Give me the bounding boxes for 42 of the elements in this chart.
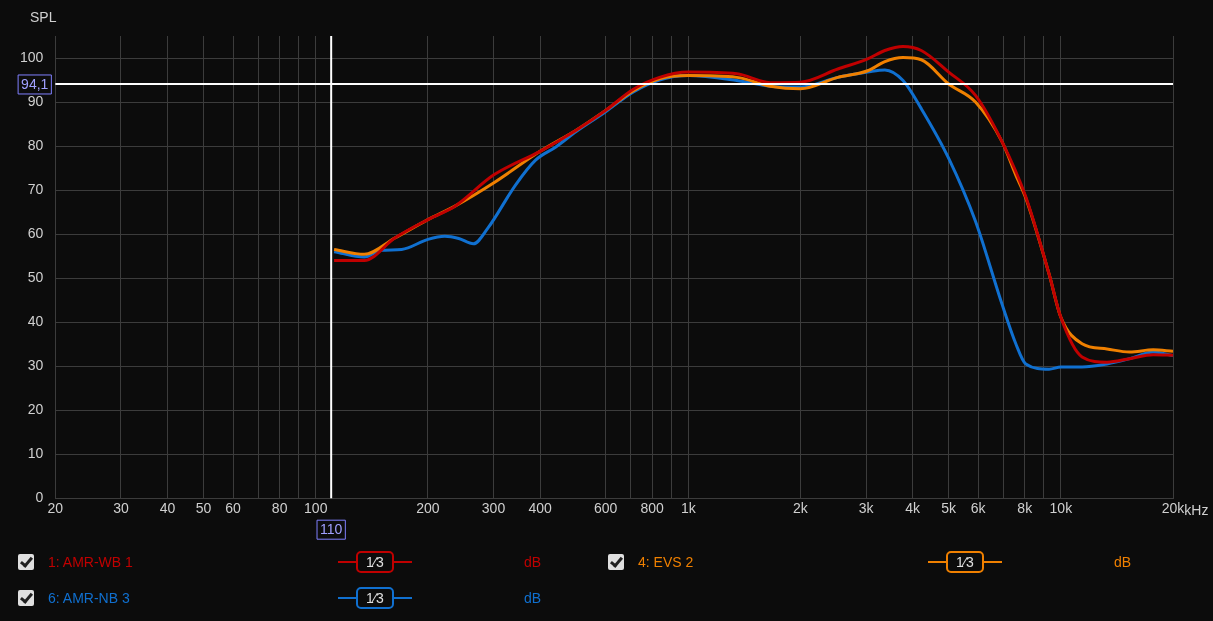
x-tick-label: 300 (481, 500, 506, 517)
x-tick-label: 1k (680, 500, 697, 517)
y-tick-label: 30 (27, 357, 44, 373)
y-tick-label: 40 (27, 312, 44, 329)
y-tick-label: 70 (27, 180, 44, 197)
x-tick-label: 100 (304, 500, 328, 517)
x-tick-label: 20k (1161, 500, 1186, 517)
x-tick-label: 600 (593, 500, 618, 517)
y-tick-label: 90 (27, 92, 44, 109)
text: dB (1114, 554, 1132, 570)
x-tick-label: 400 (528, 500, 552, 517)
text: 4: EVS 2 (638, 554, 695, 570)
x-tick-label: 2k (793, 500, 809, 517)
x-tick-label: 8k (1017, 500, 1034, 517)
x-tick-label: 800 (640, 500, 665, 517)
x-tick-label: 4k (905, 500, 921, 517)
y-tick-label: 60 (27, 224, 44, 241)
x-tick-label: 6k (970, 500, 987, 517)
x-tick-label: 20 (47, 500, 64, 517)
text: dB (524, 554, 542, 570)
x-tick-label: 200 (416, 500, 440, 517)
text: 1: AMR-WB 1 (48, 554, 134, 570)
ref-line-label: 94,1 (21, 75, 49, 92)
x-tick-label: 3k (858, 500, 875, 517)
y-tick-label: 50 (27, 268, 44, 285)
ref-line-label: 110 (320, 521, 343, 538)
x-tick-label: 60 (225, 500, 242, 517)
y-tick-label: 0 (35, 489, 44, 506)
y-tick-label: 20 (27, 401, 44, 418)
y-tick-label: 10 (27, 445, 44, 462)
x-tick-label: 5k (941, 500, 958, 517)
y-axis-title: SPL (30, 8, 57, 25)
x-tick-label: 40 (159, 500, 176, 517)
x-tick-label: 10k (1049, 500, 1074, 517)
x-tick-label: 30 (113, 500, 129, 517)
x-axis-title: kHz (1184, 502, 1209, 519)
text: 6: AMR-NB 3 (48, 590, 131, 606)
x-tick-label: 50 (195, 500, 212, 517)
y-tick-label: 100 (20, 48, 44, 65)
x-tick-label: 80 (271, 500, 288, 517)
text: dB (524, 590, 542, 606)
y-tick-label: 80 (27, 136, 44, 153)
